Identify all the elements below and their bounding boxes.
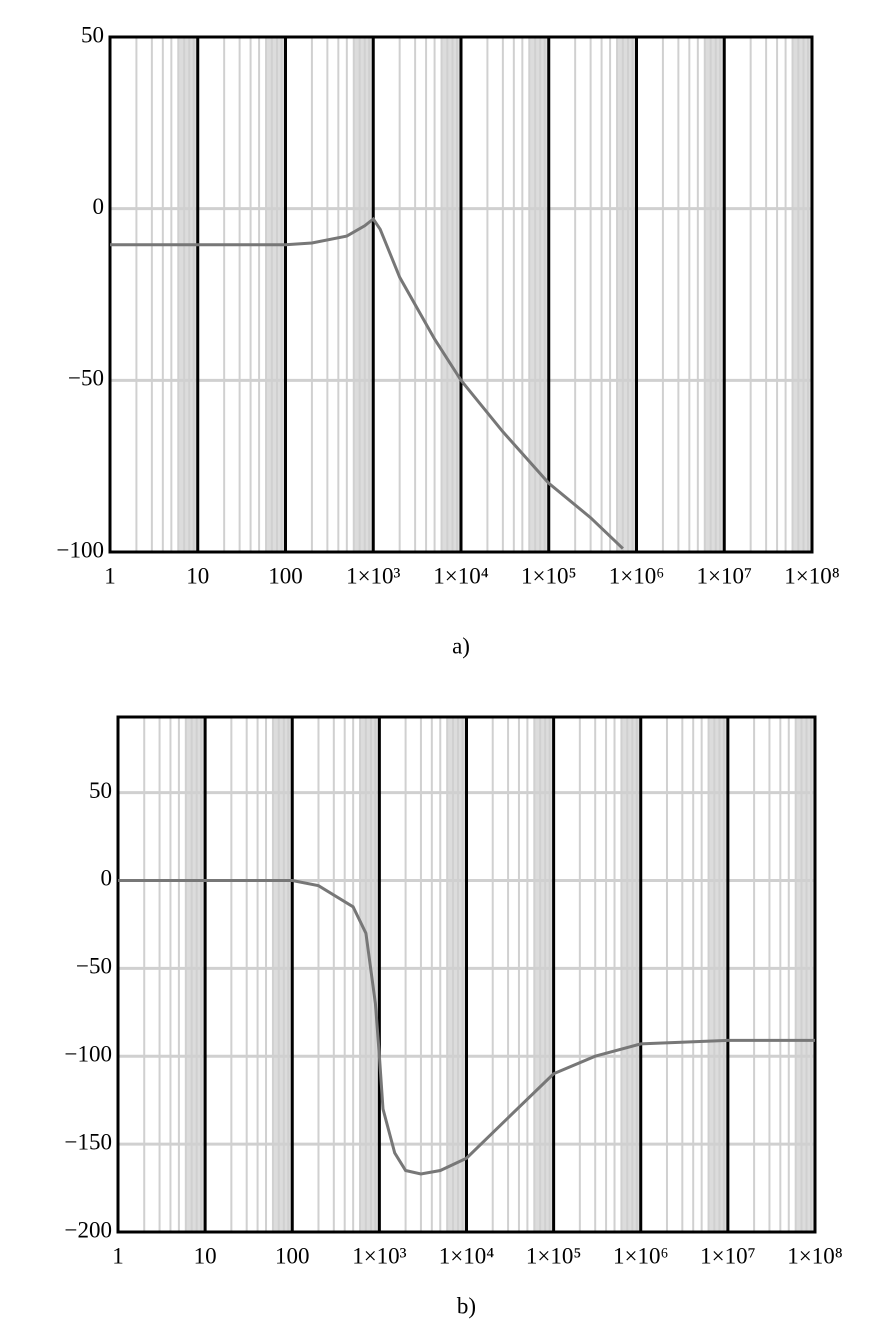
minor-shade <box>704 37 725 552</box>
minor-shade <box>353 37 374 552</box>
y-tick-label: −200 <box>65 1217 112 1242</box>
y-tick-label: −100 <box>57 537 104 562</box>
x-tick-label: 100 <box>268 563 303 588</box>
minor-shade <box>792 37 812 552</box>
y-tick-label: −150 <box>65 1129 112 1154</box>
minor-shade <box>185 717 206 1232</box>
x-tick-label: 1×10⁴ <box>433 563 489 588</box>
x-tick-label: 1 <box>104 563 116 588</box>
minor-shade <box>529 37 549 552</box>
minor-shade <box>178 37 198 552</box>
minor-shade <box>617 37 637 552</box>
x-tick-label: 1×10⁷ <box>697 563 753 588</box>
minor-shade <box>447 717 467 1232</box>
y-tick-label: 50 <box>81 22 104 47</box>
data-line <box>118 879 815 1176</box>
caption: a) <box>452 633 470 658</box>
x-tick-label: 1×10⁸ <box>787 1243 843 1268</box>
minor-shade <box>272 717 293 1232</box>
minor-shade <box>266 37 286 552</box>
minor-shade <box>708 717 728 1232</box>
minor-shade <box>360 717 380 1232</box>
x-tick-label: 1×10⁴ <box>439 1243 495 1268</box>
x-tick-label: 1 <box>112 1243 124 1268</box>
y-tick-label: 0 <box>101 866 113 891</box>
minor-shade <box>534 717 554 1232</box>
plot-frame <box>108 35 814 554</box>
x-tick-label: 100 <box>275 1243 310 1268</box>
x-tick-label: 10 <box>194 1243 217 1268</box>
caption: b) <box>457 1293 476 1318</box>
y-tick-label: 50 <box>89 778 112 803</box>
x-tick-label: 1×10⁸ <box>784 563 840 588</box>
y-tick-label: 0 <box>93 194 105 219</box>
x-tick-label: 1×10⁶ <box>609 563 665 588</box>
y-tick-label: −50 <box>68 366 104 391</box>
x-tick-label: 1×10⁵ <box>521 563 577 588</box>
plot-frame <box>116 715 817 1234</box>
minor-shade <box>441 37 461 552</box>
x-tick-label: 1×10⁷ <box>700 1243 756 1268</box>
x-tick-label: 1×10³ <box>352 1243 406 1268</box>
minor-shade <box>795 717 815 1232</box>
data-line <box>110 216 624 550</box>
x-tick-label: 1×10⁶ <box>613 1243 669 1268</box>
y-tick-label: −100 <box>65 1042 112 1067</box>
x-tick-label: 1×10³ <box>346 563 400 588</box>
x-tick-label: 10 <box>186 563 209 588</box>
minor-shade <box>621 717 641 1232</box>
y-tick-label: −50 <box>76 954 112 979</box>
x-tick-label: 1×10⁵ <box>526 1243 582 1268</box>
